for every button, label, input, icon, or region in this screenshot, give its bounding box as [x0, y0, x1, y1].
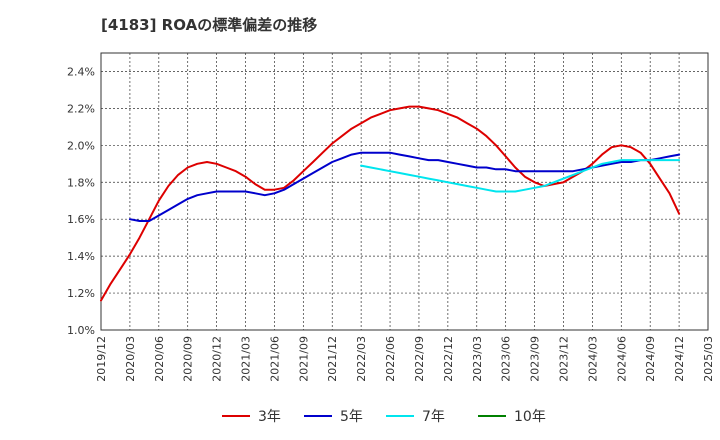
x-tick-label: 2024/09 — [644, 336, 657, 382]
x-tick-label: 2024/12 — [673, 336, 686, 382]
y-tick-label: 2.4% — [67, 65, 95, 78]
legend-swatch — [386, 415, 414, 417]
legend-swatch — [478, 415, 506, 417]
x-tick-label: 2022/09 — [413, 336, 426, 382]
legend-swatch — [222, 415, 250, 417]
x-tick-label: 2019/12 — [95, 336, 108, 382]
x-tick-label: 2024/06 — [615, 336, 628, 382]
y-tick-label: 1.4% — [67, 250, 95, 263]
legend-item: 7年 — [386, 403, 445, 429]
chart-legend: 3年 5年 7年 10年 — [0, 403, 720, 429]
x-tick-label: 2020/03 — [124, 336, 137, 382]
x-tick-label: 2023/06 — [500, 336, 513, 382]
legend-item: 3年 — [222, 403, 281, 429]
y-tick-label: 1.0% — [67, 324, 95, 337]
x-tick-label: 2021/09 — [297, 336, 310, 382]
legend-item: 10年 — [478, 403, 546, 429]
y-tick-label: 1.8% — [67, 176, 95, 189]
legend-label: 5年 — [340, 409, 363, 425]
y-tick-label: 2.0% — [67, 139, 95, 152]
x-tick-label: 2022/12 — [442, 336, 455, 382]
x-tick-label: 2023/12 — [557, 336, 570, 382]
legend-item: 5年 — [304, 403, 363, 429]
legend-swatch — [304, 415, 332, 417]
x-tick-label: 2023/03 — [471, 336, 484, 382]
x-tick-label: 2022/06 — [384, 336, 397, 382]
x-tick-label: 2020/09 — [182, 336, 195, 382]
x-tick-label: 2020/06 — [153, 336, 166, 382]
x-tick-label: 2023/09 — [529, 336, 542, 382]
y-tick-label: 1.2% — [67, 287, 95, 300]
x-tick-label: 2021/06 — [268, 336, 281, 382]
chart-title: [4183] ROAの標準偏差の推移 — [101, 16, 318, 34]
series-line-3 — [360, 159, 681, 193]
x-tick-label: 2022/03 — [355, 336, 368, 382]
plot-area — [100, 52, 709, 331]
legend-label: 7年 — [422, 409, 445, 425]
x-tick-label: 2025/03 — [702, 336, 715, 382]
x-tick-label: 2021/03 — [240, 336, 253, 382]
y-tick-label: 2.2% — [67, 102, 95, 115]
x-tick-label: 2024/03 — [586, 336, 599, 382]
y-tick-label: 1.6% — [67, 213, 95, 226]
legend-label: 3年 — [258, 409, 281, 425]
x-tick-label: 2020/12 — [211, 336, 224, 382]
legend-label: 10年 — [514, 409, 546, 425]
x-tick-label: 2021/12 — [326, 336, 339, 382]
